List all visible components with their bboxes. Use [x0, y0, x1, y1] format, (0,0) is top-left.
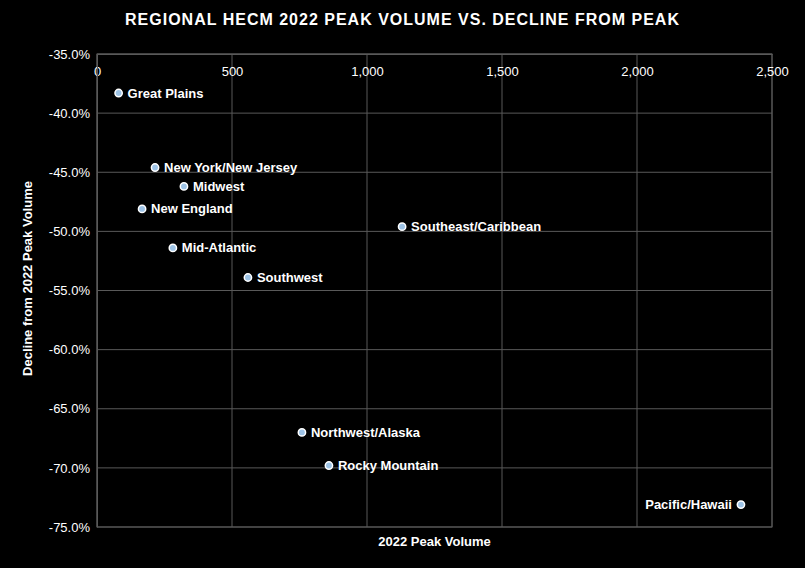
point-labels: Great Plains New York/New Jersey Midwest Ne…	[128, 86, 732, 513]
x-tick: 500	[222, 54, 244, 79]
point	[115, 89, 122, 96]
point	[169, 244, 176, 251]
y-tick-label: -55.0%	[49, 283, 91, 298]
grid	[97, 54, 772, 527]
point	[737, 501, 744, 508]
point	[398, 223, 405, 230]
point-label: Rocky Mountain	[338, 458, 438, 473]
y-tick: -40.0%	[49, 106, 97, 121]
y-tick: -60.0%	[49, 342, 97, 357]
x-axis: 05001,0001,5002,0002,500	[94, 54, 789, 79]
y-tick: -45.0%	[49, 165, 97, 180]
y-tick-label: -40.0%	[49, 106, 91, 121]
y-tick-label: -65.0%	[49, 401, 91, 416]
y-tick-label: -60.0%	[49, 342, 91, 357]
y-tick: -70.0%	[49, 461, 97, 476]
y-tick: -50.0%	[49, 224, 97, 239]
x-tick-label: 2,000	[621, 64, 654, 79]
y-axis-title: Decline from 2022 Peak Volume	[20, 181, 35, 376]
x-tick: 1,500	[486, 54, 519, 79]
point	[298, 429, 305, 436]
point	[138, 205, 145, 212]
point-label: Southeast/Caribbean	[411, 219, 541, 234]
y-tick-label: -50.0%	[49, 224, 91, 239]
points	[115, 89, 745, 508]
y-tick: -65.0%	[49, 401, 97, 416]
point	[244, 274, 251, 281]
x-axis-line	[98, 54, 773, 55]
x-tick-label: 1,000	[351, 64, 384, 79]
plot-frame	[97, 54, 772, 527]
point-label: New York/New Jersey	[164, 160, 298, 175]
point	[180, 183, 187, 190]
y-tick-label: -45.0%	[49, 165, 91, 180]
y-tick-label: -70.0%	[49, 461, 91, 476]
x-tick-label: 2,500	[756, 64, 789, 79]
point-label: Great Plains	[128, 86, 204, 101]
x-tick-label: 1,500	[486, 64, 519, 79]
title: REGIONAL HECM 2022 PEAK VOLUME VS. DECLI…	[125, 11, 680, 28]
x-tick: 2,000	[621, 54, 654, 79]
y-tick-label: -35.0%	[49, 47, 91, 62]
point-label: Midwest	[193, 179, 245, 194]
y-grid-line	[97, 113, 772, 114]
point-label: Pacific/Hawaii	[645, 497, 732, 512]
y-tick: -35.0%	[49, 47, 97, 62]
y-grid-line	[97, 349, 772, 350]
point-label: Southwest	[257, 270, 323, 285]
point-label: New England	[151, 201, 233, 216]
point-label: Mid-Atlantic	[182, 240, 256, 255]
point	[151, 164, 158, 171]
point	[325, 462, 332, 469]
y-axis: -35.0% -40.0% -45.0% -50.0% -55.0% -60.0% -65.…	[49, 47, 98, 535]
y-grid-line	[97, 408, 772, 409]
x-tick: 2,500	[756, 54, 789, 79]
y-tick: -55.0%	[49, 283, 97, 298]
y-grid-line	[97, 290, 772, 291]
y-tick-label: -75.0%	[49, 520, 91, 535]
x-tick: 1,000	[351, 54, 384, 79]
background	[0, 0, 805, 568]
y-tick: -75.0%	[49, 520, 97, 535]
x-tick-label: 500	[222, 64, 244, 79]
y-axis-line	[97, 55, 98, 528]
point-label: Northwest/Alaska	[311, 425, 421, 440]
x-axis-title: 2022 Peak Volume	[378, 534, 491, 549]
chart: 05001,0001,5002,0002,500-35.0%-40.0%-45.…	[0, 0, 805, 568]
